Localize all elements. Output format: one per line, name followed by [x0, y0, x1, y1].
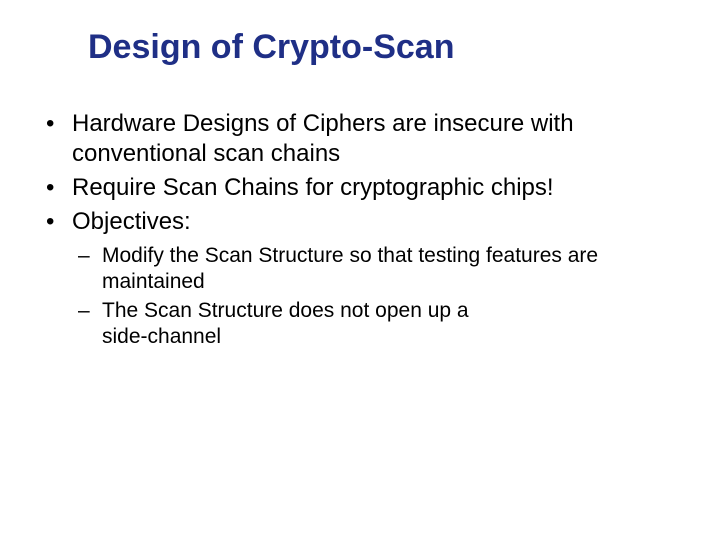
bullet-text: Hardware Designs of Ciphers are insecure… [72, 110, 574, 167]
bullet-item: Hardware Designs of Ciphers are insecure… [38, 109, 682, 169]
sub-bullet-list: Modify the Scan Structure so that testin… [72, 243, 682, 350]
bullet-list: Hardware Designs of Ciphers are insecure… [38, 109, 682, 350]
bullet-item: Require Scan Chains for cryptographic ch… [38, 173, 682, 203]
sub-bullet-item: Modify the Scan Structure so that testin… [72, 243, 682, 296]
bullet-text: Objectives: [72, 208, 191, 235]
sub-bullet-text: Modify the Scan Structure so that testin… [102, 244, 598, 293]
sub-bullet-cont: side-channel [102, 324, 682, 350]
slide-title: Design of Crypto-Scan [38, 28, 682, 67]
bullet-item: Objectives: Modify the Scan Structure so… [38, 207, 682, 350]
sub-bullet-item: The Scan Structure does not open up a si… [72, 298, 682, 351]
bullet-text: Require Scan Chains for cryptographic ch… [72, 174, 554, 201]
slide: Design of Crypto-Scan Hardware Designs o… [0, 0, 720, 540]
sub-bullet-text: The Scan Structure does not open up a [102, 299, 469, 322]
